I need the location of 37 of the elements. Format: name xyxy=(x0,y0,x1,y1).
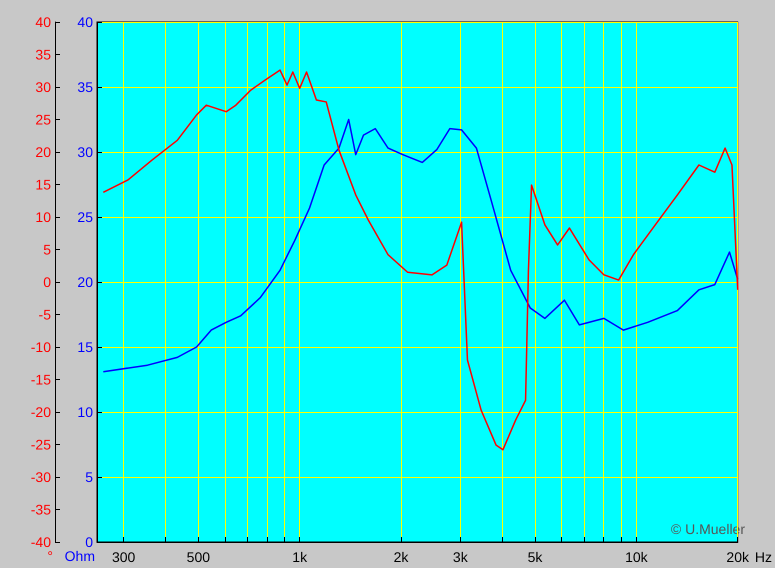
y2-tick-label: -30 xyxy=(30,469,52,485)
y-tick-label: 5 xyxy=(85,469,94,485)
y2-tick-label: -35 xyxy=(30,502,52,518)
y2-tick-label: 0 xyxy=(43,274,52,290)
y2-tick-label: -5 xyxy=(38,306,52,322)
x-tick-label: 1k xyxy=(292,549,308,565)
x-tick-label: 300 xyxy=(112,549,136,565)
y-tick-label: 10 xyxy=(77,404,94,420)
y2-tick-label: 15 xyxy=(35,176,52,192)
y2-tick-label: -10 xyxy=(30,339,52,355)
y2-tick-label: -25 xyxy=(30,436,52,452)
y-tick-label: 30 xyxy=(77,144,94,160)
y-tick-label: 20 xyxy=(77,274,94,290)
y2-tick-label: 35 xyxy=(35,46,52,62)
x-tick-label: 20k xyxy=(726,549,750,565)
x-tick-label: 2k xyxy=(394,549,410,565)
x-tick-label: 3k xyxy=(452,549,469,565)
y-tick-label: 25 xyxy=(77,209,94,225)
y-tick-label: 0 xyxy=(85,534,94,550)
y2-tick-label: -20 xyxy=(30,404,52,420)
y2-axis-title: ° xyxy=(47,548,53,564)
y2-tick-label: 20 xyxy=(35,144,52,160)
y2-tick-label: 25 xyxy=(35,112,52,128)
y2-tick-label: 30 xyxy=(35,79,52,95)
y-axis-title: Ohm xyxy=(64,548,95,564)
y2-tick-label: -40 xyxy=(30,534,52,550)
y2-tick-label: 5 xyxy=(43,242,52,258)
y-tick-label: 15 xyxy=(77,339,94,355)
y-tick-label: 35 xyxy=(77,79,94,95)
y2-tick-label: 40 xyxy=(35,14,52,30)
y2-tick-label: 10 xyxy=(35,209,52,225)
y2-tick-label: -15 xyxy=(30,372,52,388)
x-axis-title: Hz xyxy=(754,549,772,565)
y-tick-label: 40 xyxy=(77,14,94,30)
x-tick-label: 10k xyxy=(625,549,649,565)
x-tick-label: 5k xyxy=(528,549,544,565)
x-tick-label: 500 xyxy=(186,549,210,565)
